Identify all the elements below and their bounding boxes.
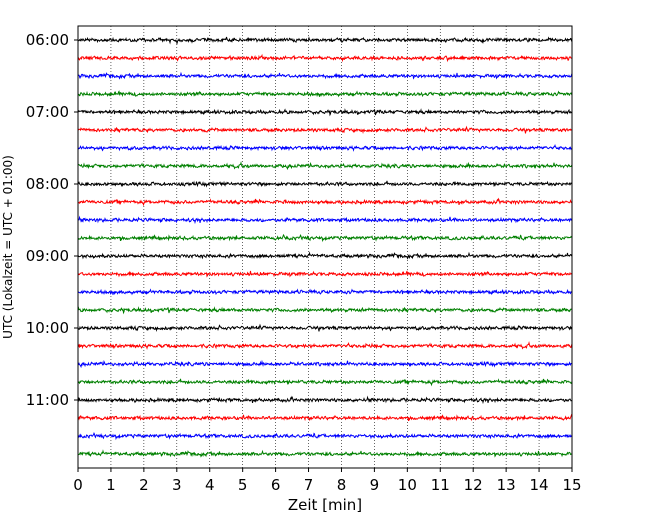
seismogram-traces bbox=[77, 36, 573, 458]
y-tick-label: 10:00 bbox=[26, 319, 69, 337]
trace-line bbox=[77, 431, 573, 441]
trace-line bbox=[77, 197, 573, 207]
x-tick-label: 4 bbox=[205, 476, 215, 494]
x-tick-label: 7 bbox=[304, 476, 314, 494]
x-axis-label: Zeit [min] bbox=[288, 496, 362, 514]
x-tick-label: 13 bbox=[497, 476, 516, 494]
trace-line bbox=[77, 71, 573, 80]
trace-line bbox=[77, 125, 573, 134]
x-tick-label: 15 bbox=[562, 476, 581, 494]
y-tick-label: 11:00 bbox=[26, 391, 69, 409]
x-tick-label: 2 bbox=[139, 476, 149, 494]
plot-frame bbox=[77, 25, 573, 469]
trace-line bbox=[77, 180, 573, 188]
trace-line bbox=[77, 306, 573, 315]
y-tick-label: 09:00 bbox=[26, 247, 69, 265]
x-tick-label: 8 bbox=[337, 476, 347, 494]
trace-line bbox=[77, 53, 573, 63]
trace-line bbox=[77, 395, 573, 405]
y-tick-label: 08:00 bbox=[26, 175, 69, 193]
trace-line bbox=[77, 378, 573, 387]
y-axis-ticks: 06:00 07:00 08:00 09:00 10:00 11:00 bbox=[26, 31, 78, 409]
trace-line bbox=[77, 413, 573, 422]
x-tick-label: 0 bbox=[73, 476, 83, 494]
trace-line bbox=[77, 161, 573, 171]
trace-line bbox=[77, 341, 573, 350]
trace-line bbox=[77, 449, 573, 458]
x-tick-label: 5 bbox=[238, 476, 248, 494]
x-tick-label: 14 bbox=[530, 476, 549, 494]
x-tick-label: 10 bbox=[398, 476, 417, 494]
trace-line bbox=[77, 288, 573, 296]
trace-line bbox=[77, 215, 573, 225]
y-axis-label: UTC (Lokalzeit = UTC + 01:00) bbox=[1, 155, 15, 339]
y-tick-label: 06:00 bbox=[26, 31, 69, 49]
x-axis-ticks: 0 1 2 3 4 5 6 7 8 9 10 11 12 13 14 15 bbox=[73, 468, 582, 494]
y-tick-label: 07:00 bbox=[26, 103, 69, 121]
x-tick-label: 12 bbox=[464, 476, 483, 494]
trace-line bbox=[77, 108, 573, 117]
trace-line bbox=[77, 359, 573, 369]
x-tick-label: 6 bbox=[271, 476, 281, 494]
trace-line bbox=[77, 90, 573, 98]
x-tick-label: 1 bbox=[106, 476, 116, 494]
trace-line bbox=[77, 233, 573, 243]
x-tick-label: 11 bbox=[431, 476, 450, 494]
trace-line bbox=[77, 251, 573, 260]
trace-line bbox=[77, 270, 573, 278]
x-tick-label: 9 bbox=[370, 476, 380, 494]
trace-line bbox=[77, 323, 573, 332]
trace-line bbox=[77, 36, 573, 46]
trace-line bbox=[77, 143, 573, 152]
x-tick-label: 3 bbox=[172, 476, 182, 494]
